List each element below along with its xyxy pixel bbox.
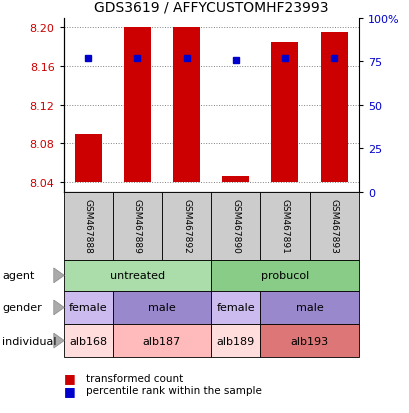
Text: untreated: untreated (110, 271, 164, 281)
Text: alb187: alb187 (142, 336, 181, 346)
Text: ■: ■ (63, 384, 75, 397)
Bar (211, 291, 260, 324)
Text: ■: ■ (63, 371, 75, 385)
Text: individual: individual (2, 336, 56, 346)
Text: GSM467890: GSM467890 (231, 199, 240, 254)
Bar (260, 324, 358, 357)
Bar (211, 192, 260, 260)
Text: alb193: alb193 (290, 336, 328, 346)
Bar (124, 28, 151, 183)
Text: female: female (69, 303, 107, 313)
Text: probucol: probucol (260, 271, 308, 281)
Bar (173, 28, 200, 183)
Bar (260, 291, 358, 324)
Bar (63, 291, 112, 324)
Text: GSM467888: GSM467888 (83, 199, 92, 254)
Text: female: female (216, 303, 254, 313)
Bar (271, 43, 298, 183)
Text: agent: agent (2, 271, 34, 281)
Bar (112, 291, 211, 324)
Bar (63, 324, 112, 357)
Bar (112, 324, 211, 357)
Bar (63, 260, 211, 291)
Polygon shape (54, 333, 64, 348)
Text: GSM467892: GSM467892 (182, 199, 191, 254)
Bar (320, 33, 347, 183)
Bar (309, 192, 358, 260)
Bar (211, 324, 260, 357)
Text: GSM467893: GSM467893 (329, 199, 338, 254)
Text: transformed count: transformed count (86, 373, 183, 383)
Text: alb168: alb168 (69, 336, 107, 346)
Bar (211, 260, 358, 291)
Bar (112, 192, 162, 260)
Text: male: male (295, 303, 323, 313)
Text: alb189: alb189 (216, 336, 254, 346)
Text: male: male (148, 303, 175, 313)
Text: gender: gender (2, 303, 42, 313)
Bar (63, 192, 112, 260)
Text: GSM467889: GSM467889 (133, 199, 142, 254)
Text: percentile rank within the sample: percentile rank within the sample (86, 385, 261, 395)
Polygon shape (54, 268, 64, 283)
Bar (260, 192, 309, 260)
Bar (162, 192, 211, 260)
Bar (222, 177, 249, 183)
Polygon shape (54, 300, 64, 315)
Title: GDS3619 / AFFYCUSTOMHF23993: GDS3619 / AFFYCUSTOMHF23993 (94, 1, 328, 14)
Bar (74, 134, 101, 183)
Text: GSM467891: GSM467891 (280, 199, 289, 254)
